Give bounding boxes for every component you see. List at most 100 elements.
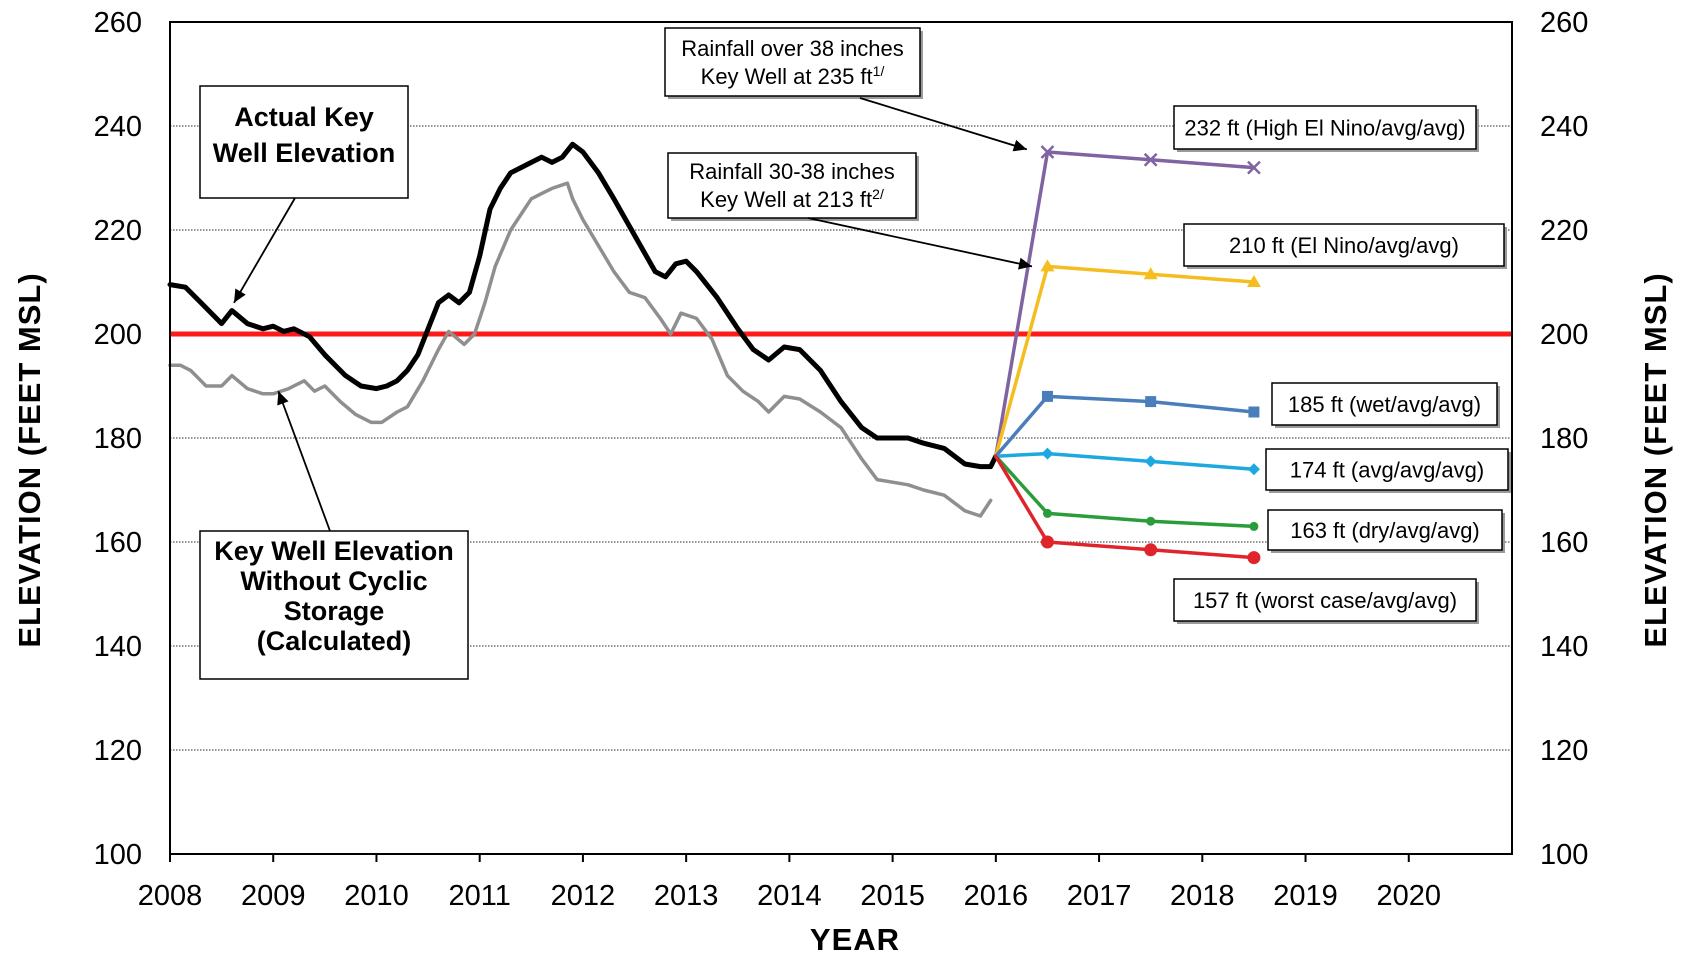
y-tick-label-right: 160	[1540, 527, 1588, 559]
x-tick-label: 2014	[757, 880, 822, 912]
label-box	[1173, 578, 1477, 622]
callout-line: Rainfall over 38 inches	[681, 36, 904, 61]
x-tick-label: 2009	[241, 880, 306, 912]
scenario-label: 157 ft (worst case/avg/avg)	[1173, 578, 1479, 624]
callout-arrow	[859, 97, 1028, 151]
label-box	[1267, 509, 1503, 551]
data-point	[1246, 275, 1261, 287]
series-layer	[167, 141, 1261, 565]
callout-line: Well Elevation	[213, 138, 396, 168]
annotation-layer: 232 ft (High El Nino/avg/avg) 210 ft (El …	[199, 27, 1511, 680]
axis-layer: 100 100 120 120 140 140 160 160 180 180 200 200 220 2…	[94, 7, 1589, 912]
scenario-line	[994, 454, 1256, 560]
x-tick-label: 2011	[449, 880, 511, 912]
x-tick-label: 2012	[551, 880, 616, 912]
data-point	[1144, 455, 1157, 468]
data-point	[1143, 152, 1158, 167]
callout-line: Storage	[284, 596, 385, 626]
scenario-label: 232 ft (High El Nino/avg/avg)	[1173, 105, 1479, 152]
scenario-line	[994, 394, 1256, 458]
y-tick-label-left: 140	[94, 631, 142, 663]
y-tick-label-right: 140	[1540, 631, 1588, 663]
y-tick-label-left: 200	[94, 319, 142, 351]
without-cyclic-storage-line	[168, 181, 993, 518]
x-tick-label: 2020	[1377, 880, 1442, 912]
data-point	[1247, 551, 1261, 565]
callout-line: Key Well at 213 ft2/	[700, 186, 884, 212]
actual-elevation-line	[167, 141, 999, 470]
x-tick-label: 2015	[860, 880, 925, 912]
data-point	[1143, 267, 1158, 280]
scenario-label: 185 ft (wet/avg/avg)	[1271, 382, 1500, 428]
y-tick-label-right: 100	[1540, 839, 1588, 871]
scenario-label-text: 185 ft (wet/avg/avg)	[1288, 392, 1481, 417]
data-point	[1146, 516, 1156, 526]
data-point	[1248, 406, 1260, 418]
scenario-line	[994, 150, 1256, 458]
scenario-line	[994, 454, 1256, 529]
y-tick-label-right: 260	[1540, 7, 1588, 39]
y-tick-label-left: 180	[94, 423, 142, 455]
label-box	[1183, 223, 1505, 267]
x-tick-label: 2019	[1273, 880, 1338, 912]
x-tick-label: 2008	[138, 880, 203, 912]
scenario-label: 174 ft (avg/avg/avg)	[1265, 448, 1511, 493]
x-tick-label: 2013	[654, 880, 719, 912]
data-point	[1249, 521, 1259, 531]
callout-arrow	[233, 197, 296, 304]
data-point	[1247, 463, 1260, 476]
callout-line: Key Well at 235 ft1/	[701, 63, 885, 89]
callout-box	[667, 152, 917, 219]
label-box	[1173, 105, 1477, 150]
arrow-head	[277, 391, 289, 406]
x-tick-label: 2016	[964, 880, 1029, 912]
callout-arrow	[807, 217, 1033, 268]
y-tick-label-right: 200	[1540, 319, 1588, 351]
y-tick-label-left: 220	[94, 215, 142, 247]
y-tick-label-left: 100	[94, 839, 142, 871]
scenario-line	[994, 451, 1256, 471]
scenario-label-text: 157 ft (worst case/avg/avg)	[1193, 588, 1457, 613]
data-point	[1041, 390, 1053, 402]
scenario-label-text: 163 ft (dry/avg/avg)	[1290, 518, 1480, 543]
callout: Actual Key Well Elevation	[199, 85, 409, 304]
y-tick-label-left: 240	[94, 111, 142, 143]
data-point	[1144, 543, 1158, 557]
callout-line: Rainfall 30-38 inches	[689, 159, 894, 184]
callout-line: Key Well Elevation	[214, 536, 454, 566]
data-point	[1041, 447, 1054, 460]
y-tick-label-right: 120	[1540, 735, 1588, 767]
data-point	[1042, 508, 1052, 518]
arrow-head	[1012, 139, 1027, 152]
y-tick-label-left: 160	[94, 527, 142, 559]
right-y-axis-title: ELEVATION (FEET MSL)	[1638, 272, 1673, 647]
scenario-label: 163 ft (dry/avg/avg)	[1267, 509, 1505, 553]
callout-line: Without Cyclic	[240, 566, 427, 596]
scenario-label: 210 ft (El Nino/avg/avg)	[1183, 223, 1507, 269]
callout-line: (Calculated)	[257, 626, 412, 656]
data-point	[1247, 160, 1261, 175]
y-tick-label-left: 120	[94, 735, 142, 767]
y-tick-label-right: 180	[1540, 423, 1588, 455]
data-point	[1040, 259, 1055, 272]
callout-box	[664, 27, 921, 97]
scenario-label-text: 210 ft (El Nino/avg/avg)	[1229, 233, 1459, 258]
label-box	[1265, 448, 1509, 491]
x-axis-title: YEAR	[810, 922, 900, 957]
callout-line: Actual Key	[234, 102, 374, 132]
grid-layer	[170, 125, 1512, 751]
footnote-marker: 1/	[873, 63, 885, 79]
arrow-head	[234, 288, 246, 303]
data-point	[1040, 535, 1054, 549]
y-tick-label-right: 220	[1540, 215, 1588, 247]
left-y-axis-title: ELEVATION (FEET MSL)	[12, 272, 47, 647]
data-point	[1145, 396, 1157, 408]
x-tick-label: 2010	[344, 880, 409, 912]
plot-frame	[169, 21, 1513, 855]
callout-box	[199, 85, 409, 199]
scenario-label-text: 174 ft (avg/avg/avg)	[1290, 458, 1484, 483]
